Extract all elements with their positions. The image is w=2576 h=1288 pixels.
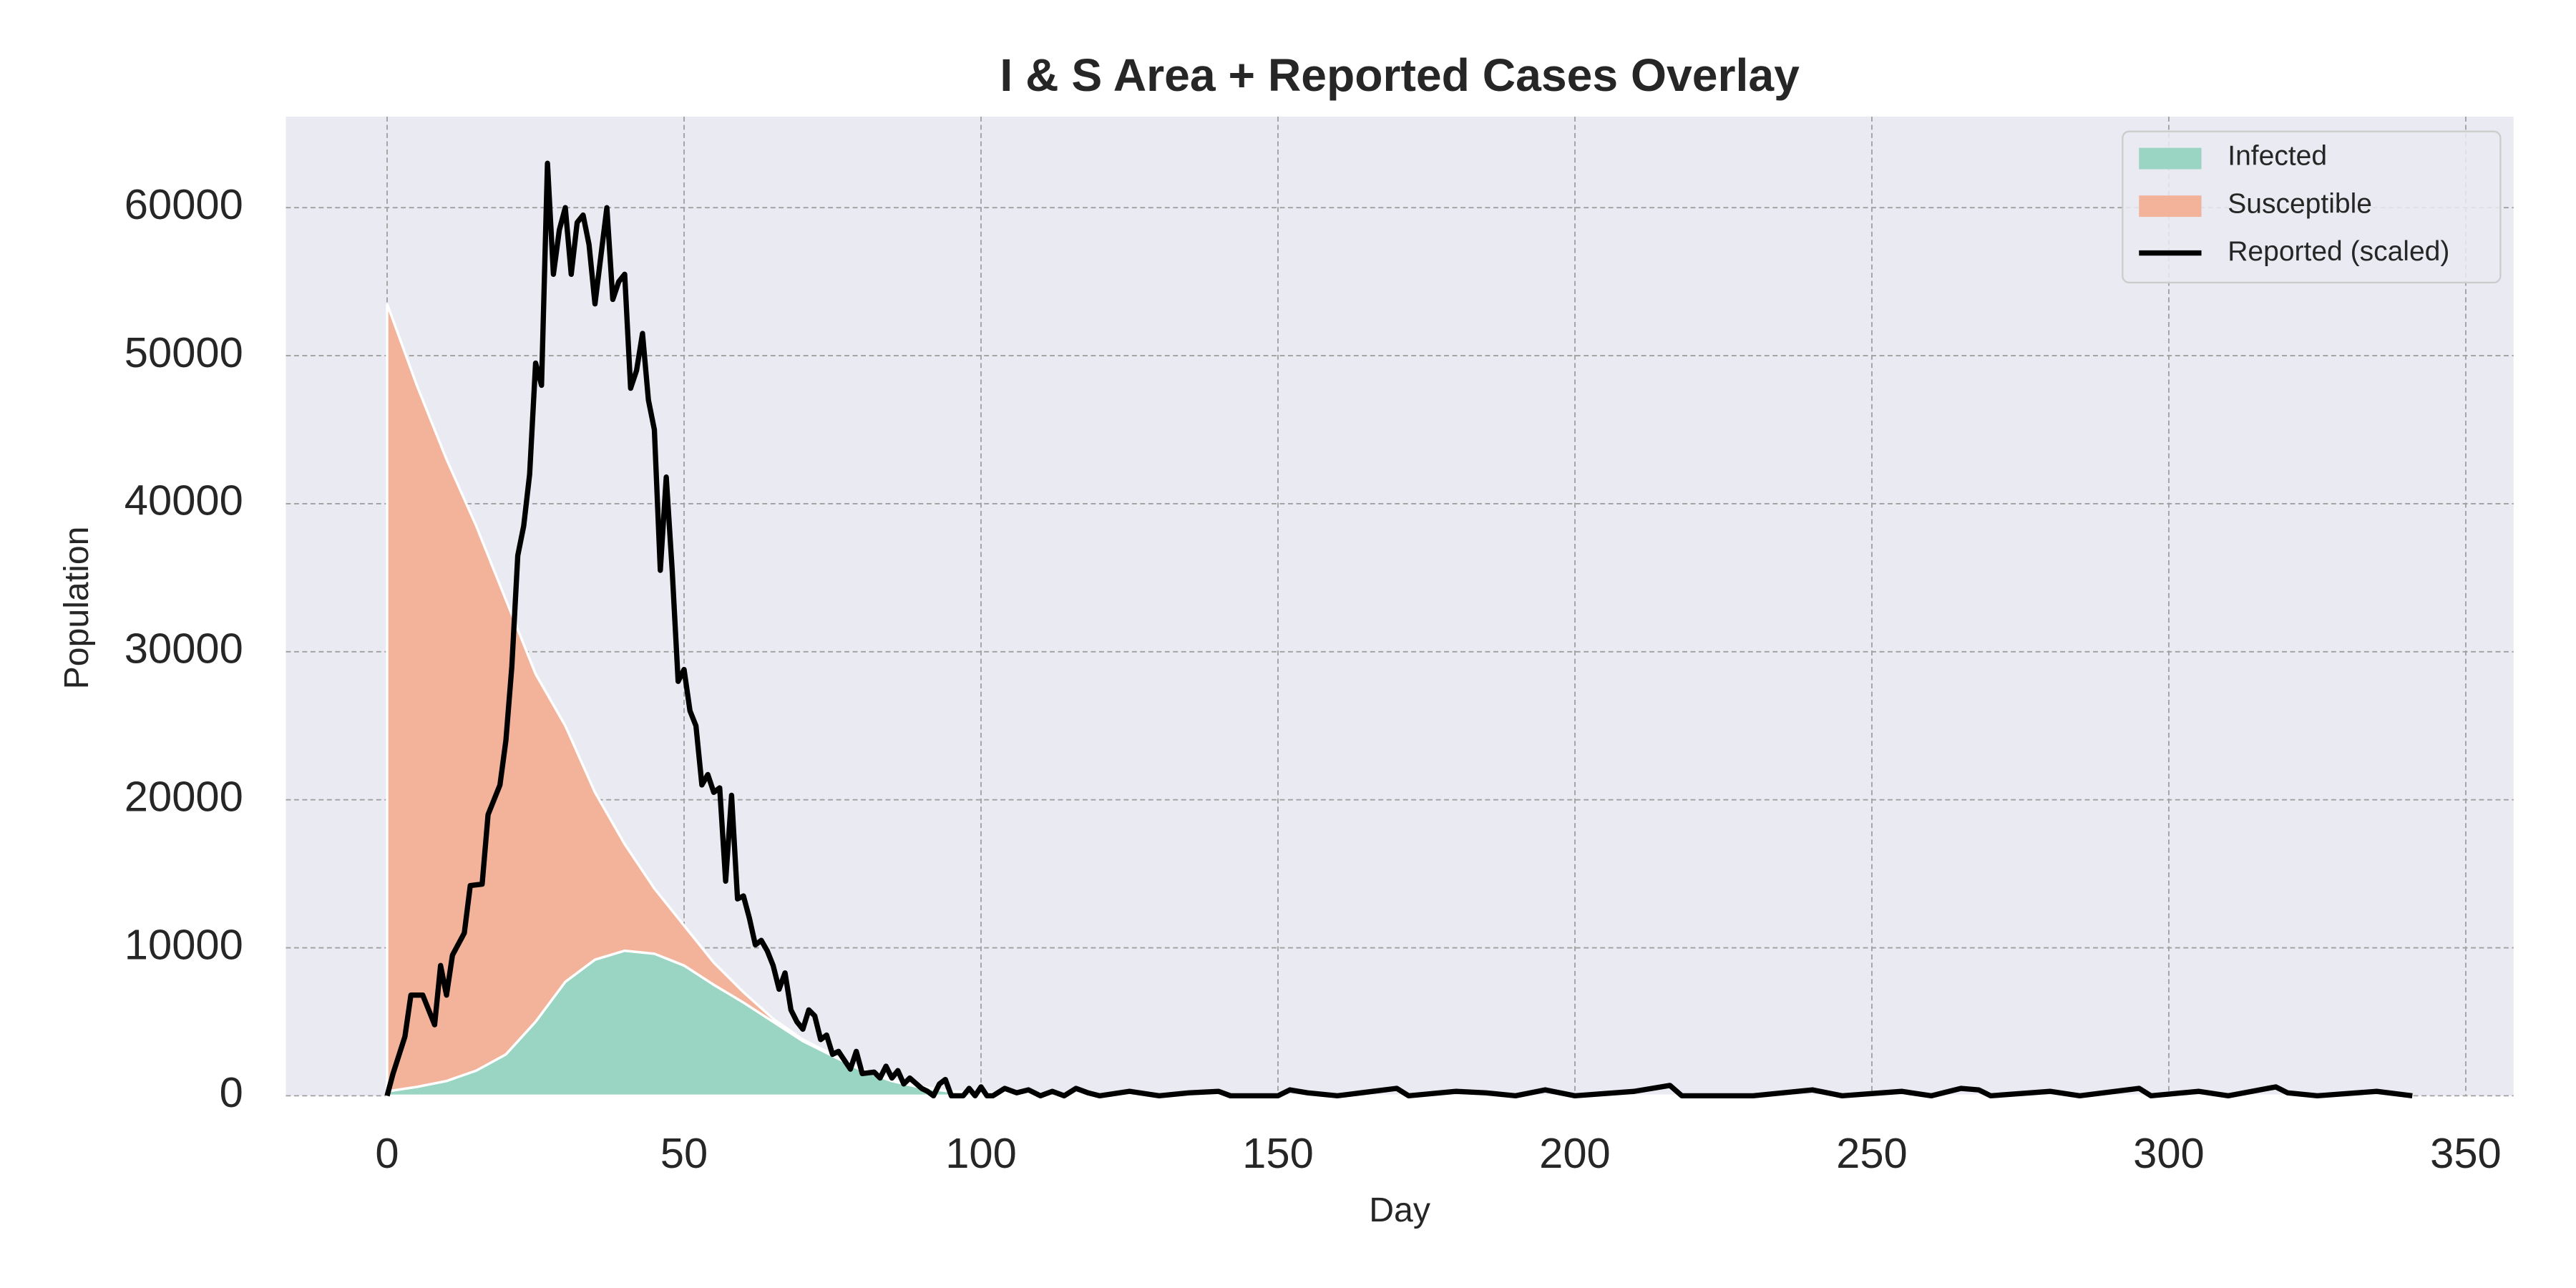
legend-swatch	[2139, 147, 2202, 170]
y-tick-label: 0	[220, 1068, 243, 1116]
legend-label: Susceptible	[2228, 188, 2372, 219]
y-axis-label: Population	[57, 527, 96, 690]
legend-swatch	[2139, 195, 2202, 218]
area-1	[386, 303, 2413, 1098]
y-tick-label: 20000	[125, 772, 243, 820]
marks	[384, 160, 2413, 1099]
x-tick-label: 300	[2133, 1129, 2205, 1177]
legend-label: Infected	[2228, 141, 2327, 172]
x-tick-label: 100	[945, 1129, 1017, 1177]
y-tick-label: 30000	[125, 625, 243, 673]
x-tick-label: 350	[2430, 1129, 2502, 1177]
x-tick-label: 0	[375, 1129, 399, 1177]
x-tick-label: 200	[1539, 1129, 1611, 1177]
y-tick-label: 50000	[125, 328, 243, 376]
reported-line	[384, 160, 2413, 1099]
legend-box	[2122, 130, 2502, 284]
x-axis-label: Day	[1369, 1191, 1430, 1229]
x-tick-label: 250	[1836, 1129, 1908, 1177]
legend: Infected Susceptible Reported (scaled)	[2122, 130, 2502, 284]
y-tick-label: 40000	[125, 477, 243, 525]
y-tick-label: 60000	[125, 180, 243, 228]
chart-title: I & S Area + Reported Cases Overlay	[1000, 49, 1800, 101]
x-tick-label: 150	[1242, 1129, 1314, 1177]
y-tick-label: 10000	[125, 920, 243, 968]
labels: 0 50 100 150 200 250 300 350 0 10000 20000 30000 400…	[125, 180, 2502, 1177]
x-tick-label: 50	[660, 1129, 708, 1177]
legend-label: Reported (scaled)	[2228, 236, 2449, 267]
